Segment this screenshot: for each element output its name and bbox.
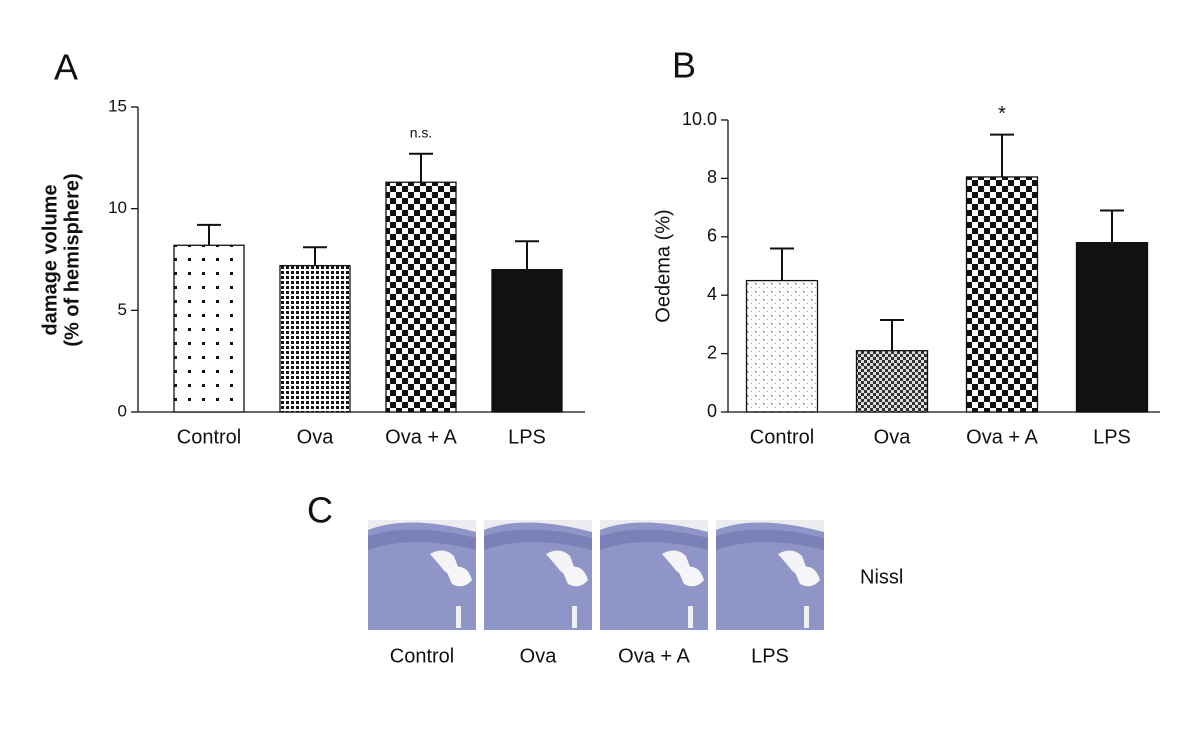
x-tick-label: Ova + A (385, 426, 457, 448)
lesion (562, 566, 588, 587)
y-axis-label: Oedema (%) (652, 209, 674, 322)
bar (745, 279, 819, 413)
y-tick-label: 5 (118, 300, 127, 319)
panel-label: C (307, 490, 333, 531)
y-tick-label: 8 (707, 167, 717, 187)
x-tick-label: Control (177, 426, 241, 448)
lesion (794, 566, 820, 587)
y-tick-label: 15 (108, 96, 127, 115)
brain-section-image (600, 520, 708, 630)
brain-tissue (368, 522, 476, 630)
cortex-band (716, 529, 824, 550)
lesion (446, 566, 472, 587)
image-label: Control (390, 645, 454, 667)
tract (688, 606, 693, 628)
tract (456, 606, 461, 628)
brain-section-image (368, 520, 476, 630)
x-tick-label: Control (750, 426, 814, 448)
y-tick-label: 10 (108, 198, 127, 217)
tract (804, 606, 809, 628)
panel-label: B (672, 45, 696, 86)
brain-tissue (716, 522, 824, 630)
stain-label: Nissl (860, 566, 903, 588)
cortex-band (600, 529, 708, 550)
image-label: LPS (751, 645, 789, 667)
bar (855, 350, 929, 413)
y-tick-label: 4 (707, 284, 717, 304)
y-axis-label: (% of hemisphere) (61, 173, 83, 346)
bar (491, 269, 563, 413)
bar (1075, 241, 1149, 413)
y-tick-label: 2 (707, 342, 717, 362)
bar (279, 264, 351, 413)
y-tick-label: 6 (707, 226, 717, 246)
y-tick-label: 0 (118, 401, 127, 420)
brain-tissue (484, 522, 592, 630)
bar (385, 181, 457, 413)
brain-section-image (484, 520, 592, 630)
y-axis-label: damage volume (39, 184, 61, 335)
image-label: Ova + A (618, 645, 690, 667)
annotation: n.s. (410, 124, 433, 140)
x-tick-label: LPS (1093, 426, 1131, 448)
x-tick-label: Ova (874, 426, 912, 448)
y-tick-label: 0 (707, 401, 717, 421)
lesion (678, 566, 704, 587)
x-tick-label: Ova (297, 426, 335, 448)
y-tick-label: 10.0 (682, 109, 717, 129)
x-tick-label: Ova + A (966, 426, 1038, 448)
brain-section-image (716, 520, 824, 630)
x-tick-label: LPS (508, 426, 546, 448)
bar (965, 176, 1039, 413)
bar (173, 244, 245, 413)
cortex-band (368, 529, 476, 550)
cortex-band (484, 529, 592, 550)
image-label: Ova (520, 645, 558, 667)
panel-label: A (54, 47, 78, 88)
annotation: * (998, 103, 1006, 125)
brain-tissue (600, 522, 708, 630)
tract (572, 606, 577, 628)
